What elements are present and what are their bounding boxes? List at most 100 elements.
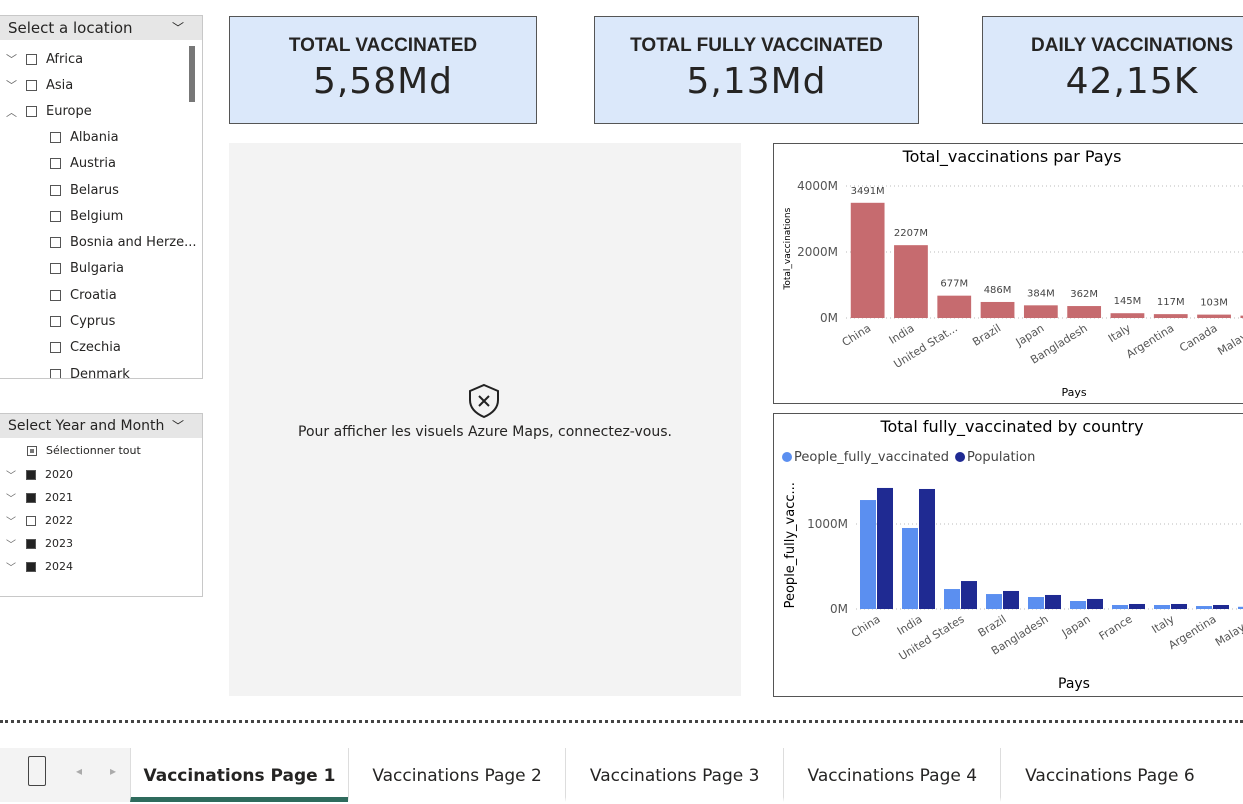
x-tick-label: Malaysia — [1215, 322, 1243, 359]
item-text: Belgium — [70, 208, 124, 224]
slicer-item[interactable]: Bosnia and Herze... — [50, 235, 197, 250]
x-tick-label: Japan — [1059, 613, 1093, 641]
y-tick-label: 0M — [820, 311, 838, 325]
bar — [1196, 606, 1212, 609]
x-tick-label: Argentina — [1166, 613, 1218, 652]
checkbox — [26, 469, 36, 480]
checkbox — [26, 106, 37, 118]
x-axis-title: Pays — [1061, 386, 1086, 399]
x-tick-label: China — [849, 613, 883, 641]
slicer-title: Select a location ﹀ — [0, 16, 202, 40]
data-label: 362M — [1070, 289, 1098, 300]
bar — [1154, 605, 1170, 609]
x-tick-label: Argentina — [1124, 322, 1176, 361]
checkbox — [26, 561, 36, 572]
bar — [937, 295, 972, 318]
item-text: Bulgaria — [70, 261, 124, 277]
y-axis-title: Total_vaccinations — [783, 207, 793, 290]
bar — [944, 589, 960, 609]
slicer-item[interactable]: Austria — [50, 156, 116, 171]
y-tick-label: 4000M — [797, 179, 838, 193]
location-slicer: Select a location ﹀ ﹀ Africa ﹀ Asia ︿ Europe Al… — [0, 15, 203, 379]
x-tick-label: Italy — [1106, 321, 1134, 345]
bar — [1129, 603, 1145, 609]
item-text: Albania — [70, 129, 119, 145]
bar — [986, 594, 1002, 609]
item-text: Czechia — [70, 340, 121, 356]
kpi-label: DAILY VACCINATIONS — [1031, 35, 1233, 56]
slicer-item[interactable]: ﹀ 2020 — [6, 467, 73, 482]
x-tick-label: France — [1097, 612, 1135, 643]
checkbox — [50, 289, 61, 301]
slicer-item[interactable]: ﹀ Asia — [6, 77, 73, 93]
page-tab[interactable]: Vaccinations Page 3 — [565, 748, 783, 802]
divider — [0, 720, 1243, 723]
legend-label: Population — [967, 450, 1035, 465]
item-text: 2023 — [45, 537, 73, 550]
bar — [1213, 605, 1229, 609]
slicer-item[interactable]: Belgium — [50, 209, 123, 224]
slicer-item[interactable]: Albania — [50, 130, 119, 145]
item-text: Belarus — [70, 182, 119, 198]
bar — [1197, 314, 1231, 318]
checkbox — [50, 131, 61, 143]
checkbox — [26, 515, 36, 526]
checkbox — [50, 158, 61, 170]
data-label: 117M — [1157, 297, 1185, 308]
checkbox — [50, 342, 61, 354]
bar — [1067, 306, 1102, 318]
page-tab[interactable]: Vaccinations Page 6 — [1000, 748, 1218, 802]
item-text: Bosnia and Herze... — [70, 235, 197, 251]
item-text: 2024 — [45, 560, 73, 573]
bar — [1070, 601, 1086, 609]
prev-arrow[interactable]: ◂ — [76, 764, 83, 778]
page-tab[interactable]: Vaccinations Page 2 — [347, 748, 566, 802]
x-tick-label: Malaysia — [1213, 613, 1243, 650]
scrollbar[interactable] — [189, 46, 195, 102]
expand-arrow: ﹀ — [6, 517, 16, 528]
data-label: 145M — [1114, 296, 1142, 307]
slicer-item[interactable]: ﹀ 2022 — [6, 513, 73, 528]
slicer-item[interactable]: Croatia — [50, 288, 117, 303]
x-tick-label: Italy — [1149, 612, 1177, 636]
select-all[interactable]: Sélectionner tout — [27, 444, 141, 457]
slicer-item[interactable]: Denmark — [50, 366, 130, 379]
checkbox — [50, 368, 61, 378]
slicer-item[interactable]: ﹀ Africa — [6, 51, 83, 67]
bar — [877, 487, 893, 609]
x-axis-title: Pays — [1058, 676, 1090, 692]
checkbox — [26, 79, 37, 91]
page-tab[interactable]: Vaccinations Page 1 — [130, 748, 348, 802]
slicer-item[interactable]: ︿ Europe — [6, 104, 92, 120]
y-tick-label: 0M — [830, 602, 848, 616]
bar — [850, 202, 885, 318]
x-tick-label: India — [895, 613, 925, 638]
kpi-label: TOTAL FULLY VACCINATED — [630, 35, 883, 56]
bar — [1153, 314, 1188, 318]
slicer-item[interactable]: ﹀ 2024 — [6, 559, 73, 574]
checkbox — [26, 538, 36, 549]
item-text: Europe — [46, 104, 92, 120]
slicer-item[interactable]: ﹀ 2021 — [6, 490, 73, 505]
kpi-value: 42,15K — [1065, 61, 1199, 102]
bar — [1045, 594, 1061, 609]
kpi-card: TOTAL VACCINATED 5,58Md — [229, 16, 537, 124]
slicer-item[interactable]: Bulgaria — [50, 261, 124, 276]
page-tab[interactable]: Vaccinations Page 4 — [782, 748, 1001, 802]
slicer-item[interactable]: Cyprus — [50, 314, 115, 329]
slicer-item[interactable]: Belarus — [50, 183, 119, 198]
item-text: 2022 — [45, 514, 73, 527]
bar — [919, 488, 935, 609]
slicer-item[interactable]: ﹀ 2023 — [6, 536, 73, 551]
item-text: Denmark — [70, 366, 130, 379]
data-label: 103M — [1200, 298, 1228, 309]
map-message: Pour afficher les visuels Azure Maps, co… — [298, 424, 672, 440]
slicer-item[interactable]: Czechia — [50, 340, 121, 355]
mobile-icon[interactable] — [28, 756, 46, 786]
expand-arrow: ﹀ — [6, 494, 16, 505]
chart-title: Total fully_vaccinated by country — [879, 417, 1143, 437]
slicer-title-text: Select Year and Month — [8, 418, 165, 434]
next-arrow[interactable]: ▸ — [110, 764, 117, 778]
checkbox — [26, 53, 37, 65]
checkbox — [26, 492, 36, 503]
